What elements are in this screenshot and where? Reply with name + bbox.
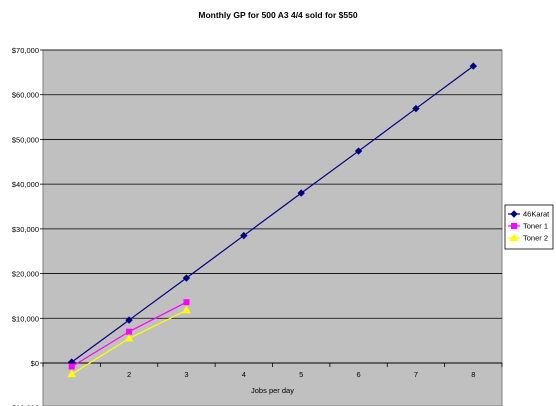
y-tick-label: $10,000 — [12, 314, 39, 323]
y-tick-label: $70,000 — [12, 46, 39, 55]
data-point-46karat — [354, 147, 363, 155]
gridlines — [43, 49, 502, 364]
x-tick-label: 3 — [184, 370, 188, 379]
plot-area — [42, 49, 503, 406]
data-point-46karat — [125, 316, 133, 324]
series-group — [67, 62, 478, 378]
x-axis-title: Jobs per day — [251, 386, 294, 395]
data-point-toner-1 — [68, 363, 75, 370]
legend-marker — [511, 223, 517, 229]
y-tick-label: $40,000 — [12, 180, 39, 189]
legend-item-toner-1: Toner 1 — [508, 222, 548, 231]
legend-marker — [509, 233, 519, 241]
x-tick-label: 2 — [127, 370, 131, 379]
y-tick-label: -$10,000 — [9, 404, 39, 406]
data-point-46karat — [240, 231, 248, 240]
data-point-46karat — [182, 274, 191, 282]
series-46karat — [67, 62, 478, 366]
data-point-toner-2 — [67, 369, 77, 378]
legend-label: Toner 2 — [523, 234, 548, 243]
y-tick-label: $50,000 — [12, 135, 39, 144]
data-point-toner-1 — [183, 299, 190, 306]
data-point-46karat — [297, 189, 305, 197]
legend-label: 46Karat — [523, 210, 550, 219]
legend-item-46karat: 46Karat — [508, 210, 550, 219]
legend-item-toner-2: Toner 2 — [508, 234, 548, 243]
data-point-toner-2 — [182, 305, 191, 314]
x-tick-label: 6 — [356, 370, 360, 379]
series-line-46karat — [71, 65, 474, 363]
x-tick-label: 7 — [414, 370, 418, 379]
x-tick-label: 4 — [242, 370, 246, 379]
data-point-toner-1 — [126, 328, 133, 335]
legend: 46Karat Toner 1 Toner 2 — [504, 204, 554, 250]
data-point-toner-2 — [124, 333, 134, 342]
y-tick-label: $0 — [31, 359, 39, 368]
y-tick-label: $20,000 — [12, 270, 39, 279]
chart-title: Monthly GP for 500 A3 4/4 sold for $550 — [198, 10, 357, 20]
x-tick-label: 5 — [299, 370, 303, 379]
legend-label: Toner 1 — [523, 222, 548, 231]
data-point-46karat — [412, 104, 420, 113]
series-toner-2 — [67, 305, 191, 378]
y-axis-ticks: -$10,000 $0 $10,000 $20,000 $30,000 $40,000 $5… — [9, 46, 43, 406]
y-tick-label: $30,000 — [12, 225, 39, 234]
data-point-46karat — [469, 62, 478, 70]
y-tick-label: $60,000 — [12, 91, 39, 100]
x-tick-label: 8 — [471, 370, 475, 379]
legend-marker — [510, 210, 518, 218]
